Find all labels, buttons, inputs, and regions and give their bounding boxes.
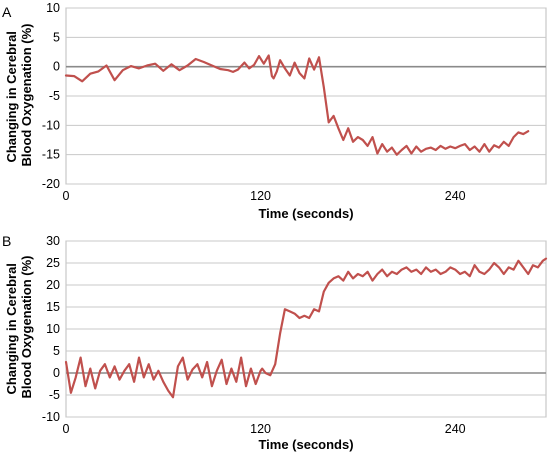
panel-b-y-tick-label: 5 bbox=[53, 344, 60, 358]
panel-b: B Changing in Cerebral Blood Oxygenation… bbox=[2, 233, 548, 452]
panel-b-y-tick-label: 15 bbox=[46, 300, 60, 314]
panel-a-x-tick-label: 240 bbox=[445, 189, 466, 203]
panel-b-series-line bbox=[64, 257, 548, 399]
panel-a: A Changing in Cerebral Blood Oxygenation… bbox=[2, 1, 547, 221]
panel-b-y-tick-label: -10 bbox=[42, 410, 60, 424]
panel-a-ylabel: Changing in Cerebral Blood Oxygenation (… bbox=[4, 24, 34, 167]
panel-b-x-tick-label: 120 bbox=[250, 422, 271, 436]
panel-a-plot: -20 -15 -10 -5 0 5 10 0 120 240 bbox=[42, 1, 547, 203]
panel-a-ylabel-line2: Blood Oxygenation (%) bbox=[19, 24, 34, 167]
panel-b-y-tick-label: 0 bbox=[53, 366, 60, 380]
panel-b-y-tick-label: 20 bbox=[46, 278, 60, 292]
panel-a-label: A bbox=[2, 4, 12, 20]
panel-b-ylabel-line2: Blood Oxygenation (%) bbox=[19, 256, 34, 399]
panel-a-y-tick-label: -5 bbox=[49, 89, 60, 103]
panel-a-y-tick-label: 5 bbox=[53, 30, 60, 44]
panel-b-ylabel: Changing in Cerebral Blood Oxygenation (… bbox=[4, 256, 34, 399]
panel-b-y-tick-label: 10 bbox=[46, 322, 60, 336]
panel-a-y-tick-label: 0 bbox=[53, 60, 60, 74]
panel-b-y-tick-label: -5 bbox=[49, 388, 60, 402]
panel-a-xlabel: Time (seconds) bbox=[258, 206, 353, 221]
panel-b-label: B bbox=[2, 233, 11, 249]
panel-a-x-tick-label: 0 bbox=[63, 189, 70, 203]
panel-b-y-tick-label: 30 bbox=[46, 234, 60, 248]
panel-a-ylabel-line1: Changing in Cerebral bbox=[4, 31, 19, 162]
panel-b-x-tick-label: 0 bbox=[63, 422, 70, 436]
panel-b-ylabel-line1: Changing in Cerebral bbox=[4, 263, 19, 394]
panel-a-x-tick-label: 120 bbox=[250, 189, 271, 203]
panel-a-y-tick-label: -10 bbox=[42, 118, 60, 132]
panel-b-x-tick-label: 240 bbox=[445, 422, 466, 436]
panel-a-y-tick-label: -15 bbox=[42, 148, 60, 162]
panel-b-y-tick-label: 25 bbox=[46, 256, 60, 270]
panel-a-y-tick-label: 10 bbox=[46, 1, 60, 15]
panel-a-series-line bbox=[64, 54, 530, 156]
panel-b-plot: -10 -5 0 5 10 15 20 25 30 0 120 240 bbox=[42, 234, 548, 436]
panel-b-xlabel: Time (seconds) bbox=[258, 437, 353, 452]
panel-a-y-tick-label: -20 bbox=[42, 177, 60, 191]
